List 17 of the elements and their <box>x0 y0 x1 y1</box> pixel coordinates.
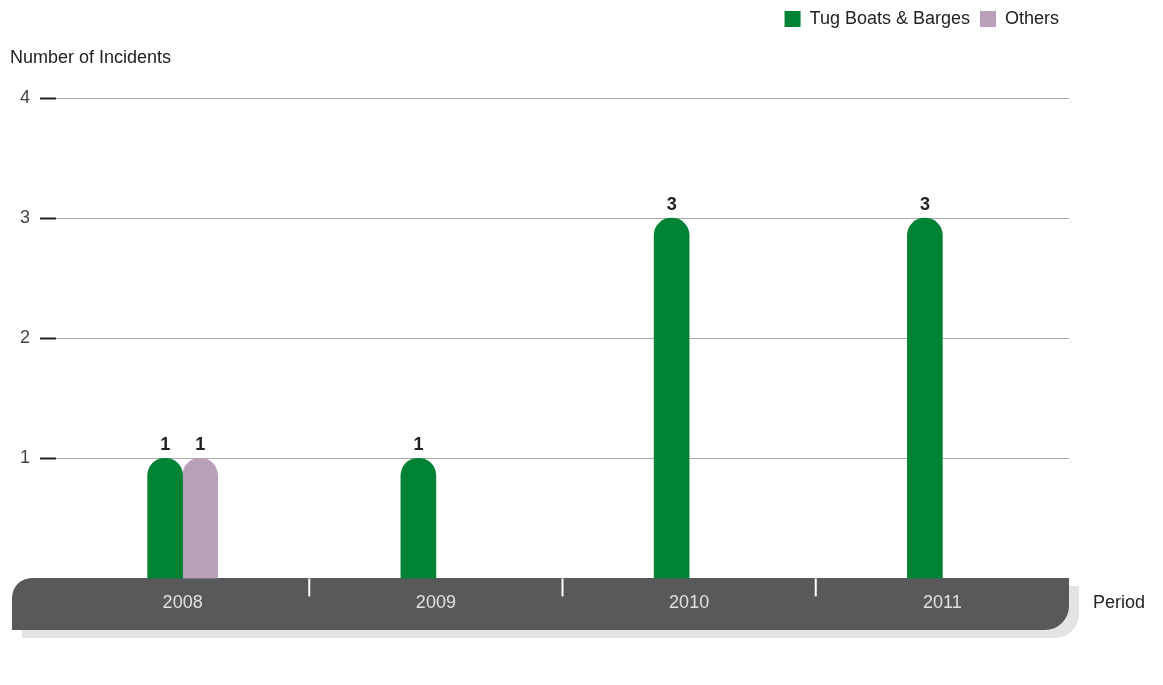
y-axis-title: Number of Incidents <box>10 46 172 67</box>
y-tick-label: 3 <box>20 207 31 228</box>
y-tick-label: 4 <box>20 86 31 107</box>
x-tick-label: 2009 <box>415 592 456 613</box>
y-tick-label: 2 <box>20 327 31 348</box>
data-label: 1 <box>160 434 171 455</box>
data-label: 1 <box>413 434 424 455</box>
data-label: 1 <box>195 434 206 455</box>
x-tick-label: 2010 <box>669 592 710 613</box>
y-tick-label: 1 <box>20 447 31 468</box>
legend-label: Tug Boats & Barges <box>809 7 970 28</box>
data-label: 3 <box>919 194 930 215</box>
x-axis-title: Period <box>1093 592 1146 613</box>
x-tick-label: 2008 <box>162 592 203 613</box>
x-tick-label: 2011 <box>923 592 962 613</box>
data-label: 3 <box>666 194 677 215</box>
legend-label: Others <box>1004 7 1060 28</box>
